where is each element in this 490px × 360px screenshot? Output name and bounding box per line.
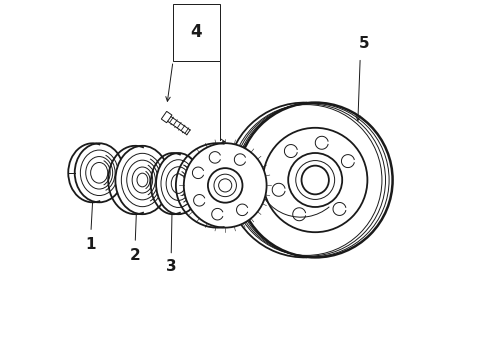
Ellipse shape — [296, 161, 335, 199]
Ellipse shape — [127, 160, 158, 200]
Text: 1: 1 — [86, 237, 96, 252]
Ellipse shape — [166, 167, 191, 201]
Ellipse shape — [132, 167, 153, 193]
Polygon shape — [173, 4, 220, 61]
Text: 4: 4 — [191, 23, 202, 41]
Ellipse shape — [122, 153, 164, 207]
Ellipse shape — [219, 179, 232, 192]
Ellipse shape — [86, 157, 113, 189]
Ellipse shape — [301, 166, 329, 194]
Ellipse shape — [288, 153, 342, 207]
Ellipse shape — [208, 168, 243, 203]
Ellipse shape — [214, 174, 237, 197]
Ellipse shape — [238, 103, 392, 257]
Polygon shape — [161, 111, 172, 123]
Ellipse shape — [137, 173, 148, 187]
Ellipse shape — [74, 143, 123, 202]
Ellipse shape — [161, 160, 196, 207]
Ellipse shape — [116, 146, 170, 214]
Ellipse shape — [172, 174, 186, 193]
Ellipse shape — [156, 153, 201, 214]
Ellipse shape — [91, 162, 108, 183]
Ellipse shape — [263, 128, 368, 232]
Text: 3: 3 — [166, 259, 176, 274]
Ellipse shape — [80, 150, 118, 195]
Text: 2: 2 — [130, 248, 141, 263]
Ellipse shape — [184, 143, 267, 228]
Text: 5: 5 — [359, 36, 369, 51]
